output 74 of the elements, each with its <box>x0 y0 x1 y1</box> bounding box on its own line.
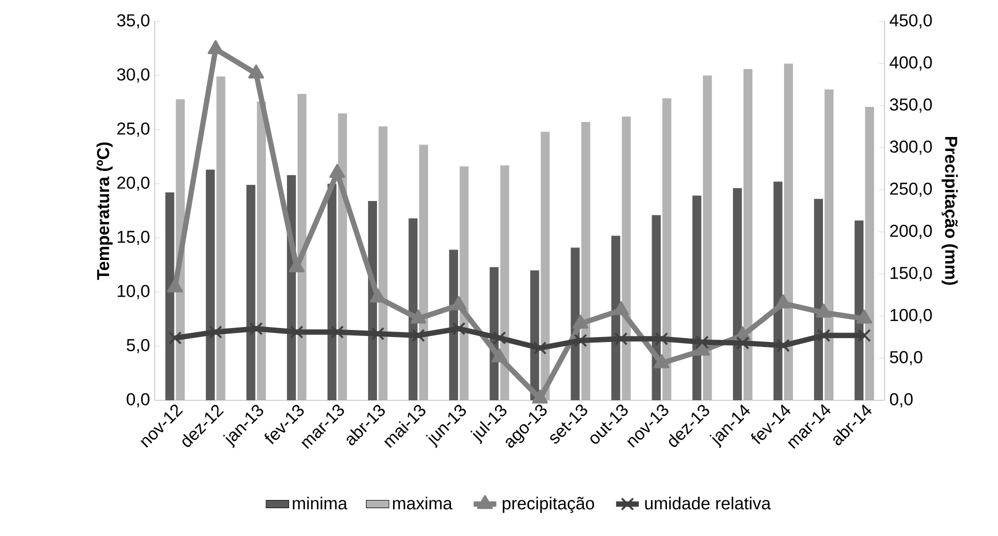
y2-tick-label: 50,0 <box>890 350 922 366</box>
point <box>250 322 263 336</box>
y2-tick-label: 150,0 <box>890 266 932 281</box>
point <box>533 341 547 355</box>
y2-tick-label: 400,0 <box>890 56 932 70</box>
point <box>492 331 506 344</box>
point <box>330 325 344 339</box>
bar <box>297 94 306 400</box>
legend-label: precipitação <box>502 496 594 513</box>
bar <box>824 89 834 400</box>
bar <box>419 144 428 400</box>
y2-axis-title: Precipitação (mm) <box>942 136 958 285</box>
point <box>208 40 224 54</box>
bar <box>865 106 874 400</box>
bar <box>256 101 266 400</box>
point <box>858 328 871 342</box>
point <box>574 334 588 347</box>
point <box>614 332 628 346</box>
bar <box>652 214 661 400</box>
y-tick-label: 30,0 <box>117 68 150 82</box>
bar <box>662 98 672 400</box>
legend-label: maxima <box>393 496 452 510</box>
legend-label: umidade relativa <box>645 496 771 510</box>
point <box>654 332 668 346</box>
bar <box>165 192 174 400</box>
point <box>329 164 346 178</box>
y2-tick-label: 450,0 <box>890 14 932 28</box>
bar <box>622 116 631 400</box>
y2-tick-label: 300,0 <box>890 140 932 155</box>
y2-tick-label: 350,0 <box>890 98 932 113</box>
point <box>736 336 750 350</box>
bar <box>854 220 864 400</box>
y2-tick-label: 100,0 <box>890 308 932 324</box>
point <box>452 322 466 336</box>
bar <box>784 63 793 400</box>
bar <box>460 166 469 400</box>
y2-tick-label: 200,0 <box>890 224 932 239</box>
y-axis-title: Temperatura (ºC) <box>96 142 113 280</box>
bar <box>408 218 418 400</box>
point <box>412 328 425 342</box>
bar <box>773 181 782 400</box>
bar <box>743 68 752 400</box>
bar <box>449 250 458 400</box>
point <box>168 331 182 344</box>
y-tick-label: 20,0 <box>117 176 150 191</box>
bar <box>500 165 510 400</box>
bar <box>581 122 590 400</box>
bar <box>338 113 347 400</box>
bar <box>378 126 388 400</box>
point <box>816 304 832 318</box>
y-tick-label: 35,0 <box>117 14 150 28</box>
y-tick-label: 10,0 <box>118 284 150 299</box>
bar <box>702 75 712 400</box>
point <box>248 64 264 78</box>
bar <box>328 184 336 400</box>
bar <box>216 76 226 400</box>
point <box>776 338 790 352</box>
legend-label: minima <box>292 496 348 510</box>
y-tick-label: 25,0 <box>117 122 150 137</box>
point <box>695 335 709 349</box>
bar <box>732 188 742 400</box>
point <box>167 278 183 292</box>
bar <box>814 198 823 400</box>
point <box>290 325 304 339</box>
bar <box>206 169 215 400</box>
bar <box>692 195 702 400</box>
bar <box>246 184 256 400</box>
point <box>817 328 830 342</box>
y-tick-label: 15,0 <box>118 230 150 245</box>
y-tick-label: 5,0 <box>126 338 150 354</box>
y2-tick-label: 0,0 <box>890 392 913 408</box>
y2-tick-label: 250,0 <box>890 182 932 197</box>
point <box>371 326 384 340</box>
point <box>208 325 222 339</box>
